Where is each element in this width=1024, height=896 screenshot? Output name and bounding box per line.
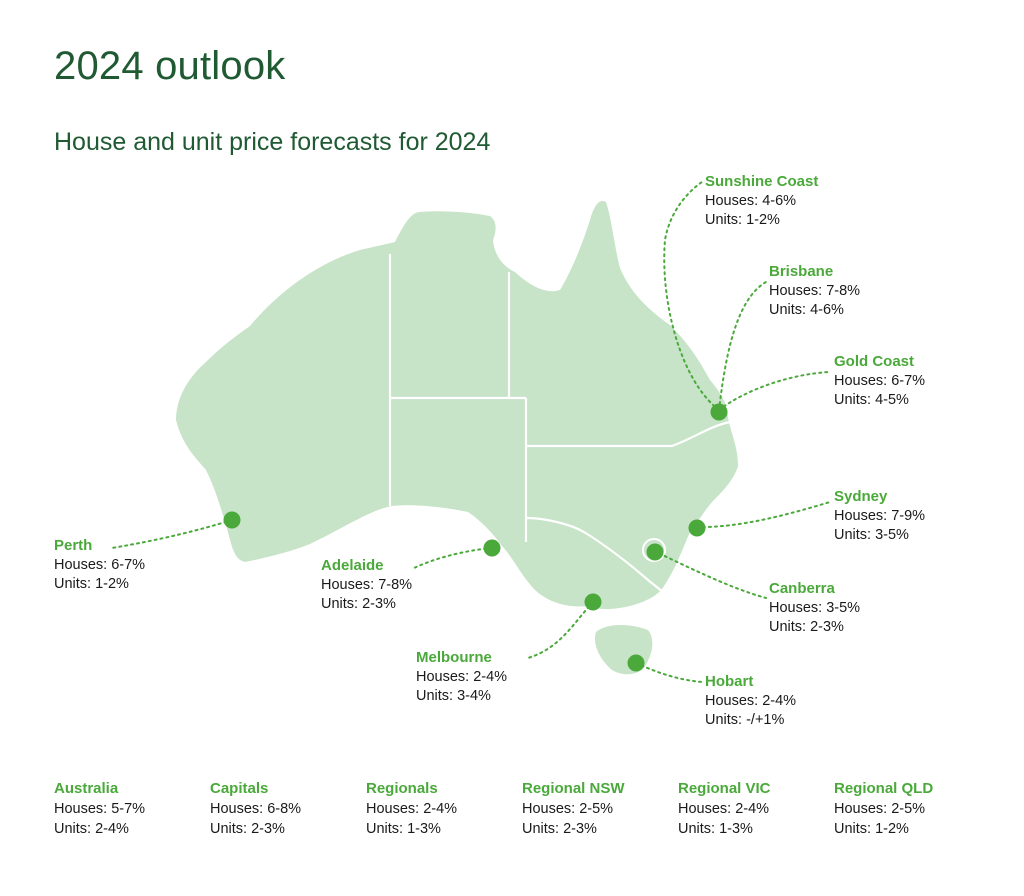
- summary-name: Capitals: [210, 780, 269, 797]
- units-forecast: Units: 1-2%: [54, 576, 129, 592]
- marker-hobart: [627, 654, 645, 672]
- summary-regionals: Regionals Houses: 2-4% Units: 1-3%: [366, 779, 457, 839]
- houses-forecast: Houses: 3-5%: [769, 599, 861, 616]
- units-forecast: Units: 2-3%: [321, 596, 396, 612]
- leader-sydney: [696, 501, 831, 529]
- label-adelaide: Adelaide Houses: 7-8% Units: 2-3%: [321, 556, 412, 615]
- city-name: Sydney: [834, 488, 888, 505]
- summary-name: Australia: [54, 780, 119, 797]
- units-forecast: Units: 2-3%: [769, 619, 844, 635]
- units-forecast: Units: 1-3%: [678, 821, 753, 837]
- city-name: Brisbane: [769, 263, 834, 280]
- summary-name: Regional VIC: [678, 780, 771, 797]
- summary-name: Regional QLD: [834, 780, 934, 797]
- leader-canberra: [653, 550, 767, 599]
- summary-regional-nsw: Regional NSW Houses: 2-5% Units: 2-3%: [522, 779, 625, 839]
- houses-forecast: Houses: 2-4%: [705, 692, 797, 709]
- city-name: Melbourne: [416, 649, 492, 666]
- marker-canberra: [646, 543, 664, 561]
- units-forecast: Units: 4-6%: [769, 302, 844, 318]
- houses-forecast: Houses: 7-8%: [769, 282, 861, 299]
- label-melbourne: Melbourne Houses: 2-4% Units: 3-4%: [416, 648, 507, 707]
- leader-sunshine-coast: [663, 181, 720, 411]
- units-forecast: Units: 1-3%: [366, 821, 441, 837]
- city-name: Sunshine Coast: [705, 173, 819, 190]
- city-markers: [223, 403, 728, 672]
- mainland: [176, 200, 738, 609]
- houses-forecast: Houses: 6-7%: [54, 556, 146, 573]
- leader-brisbane: [718, 281, 767, 411]
- page-subtitle: House and unit price forecasts for 2024: [54, 128, 491, 156]
- units-forecast: Units: 2-4%: [54, 821, 129, 837]
- houses-forecast: Houses: 2-4%: [366, 801, 458, 817]
- city-name: Gold Coast: [834, 353, 915, 370]
- city-name: Adelaide: [321, 557, 384, 574]
- label-sunshine-coast: Sunshine Coast Houses: 4-6% Units: 1-2%: [705, 172, 818, 231]
- page-title: 2024 outlook: [54, 44, 286, 88]
- label-gold-coast: Gold Coast Houses: 6-7% Units: 4-5%: [834, 352, 925, 411]
- marker-brisbane-cluster: [710, 403, 728, 421]
- summary-australia: Australia Houses: 5-7% Units: 2-4%: [54, 779, 145, 839]
- marker-adelaide: [483, 539, 501, 557]
- label-canberra: Canberra Houses: 3-5% Units: 2-3%: [769, 579, 860, 638]
- summary-regional-vic: Regional VIC Houses: 2-4% Units: 1-3%: [678, 779, 771, 839]
- marker-melbourne: [584, 593, 602, 611]
- houses-forecast: Houses: 4-6%: [705, 192, 797, 209]
- units-forecast: Units: -/+1%: [705, 712, 785, 728]
- houses-forecast: Houses: 2-4%: [678, 801, 770, 817]
- label-brisbane: Brisbane Houses: 7-8% Units: 4-6%: [769, 262, 860, 321]
- houses-forecast: Houses: 5-7%: [54, 801, 146, 817]
- label-sydney: Sydney Houses: 7-9% Units: 3-5%: [834, 487, 925, 546]
- units-forecast: Units: 4-5%: [834, 392, 909, 408]
- leader-hobart: [635, 662, 703, 683]
- leader-gold-coast: [718, 371, 831, 411]
- houses-forecast: Houses: 7-8%: [321, 576, 413, 593]
- houses-forecast: Houses: 6-7%: [834, 372, 926, 389]
- marker-perth: [223, 511, 241, 529]
- houses-forecast: Houses: 2-5%: [834, 801, 926, 817]
- houses-forecast: Houses: 2-4%: [416, 668, 508, 685]
- leader-adelaide: [413, 547, 493, 569]
- units-forecast: Units: 2-3%: [522, 821, 597, 837]
- city-name: Hobart: [705, 673, 754, 690]
- units-forecast: Units: 3-5%: [834, 527, 909, 543]
- summary-name: Regionals: [366, 780, 438, 797]
- summary-regional-qld: Regional QLD Houses: 2-5% Units: 1-2%: [834, 779, 933, 839]
- units-forecast: Units: 2-3%: [210, 821, 285, 837]
- units-forecast: Units: 1-2%: [834, 821, 909, 837]
- leader-melbourne: [527, 601, 594, 659]
- houses-forecast: Houses: 7-9%: [834, 507, 926, 524]
- label-perth: Perth Houses: 6-7% Units: 1-2%: [54, 536, 145, 595]
- state-borders: [388, 254, 731, 597]
- city-name: Canberra: [769, 580, 835, 597]
- summary-name: Regional NSW: [522, 780, 625, 797]
- summary-capitals: Capitals Houses: 6-8% Units: 2-3%: [210, 779, 301, 839]
- leader-perth: [111, 519, 233, 549]
- houses-forecast: Houses: 6-8%: [210, 801, 302, 817]
- units-forecast: Units: 3-4%: [416, 688, 491, 704]
- summary-row: Australia Houses: 5-7% Units: 2-4% Capit…: [54, 779, 1014, 839]
- label-hobart: Hobart Houses: 2-4% Units: -/+1%: [705, 672, 796, 731]
- houses-forecast: Houses: 2-5%: [522, 801, 614, 817]
- marker-sydney: [688, 519, 706, 537]
- city-name: Perth: [54, 537, 93, 554]
- units-forecast: Units: 1-2%: [705, 212, 780, 228]
